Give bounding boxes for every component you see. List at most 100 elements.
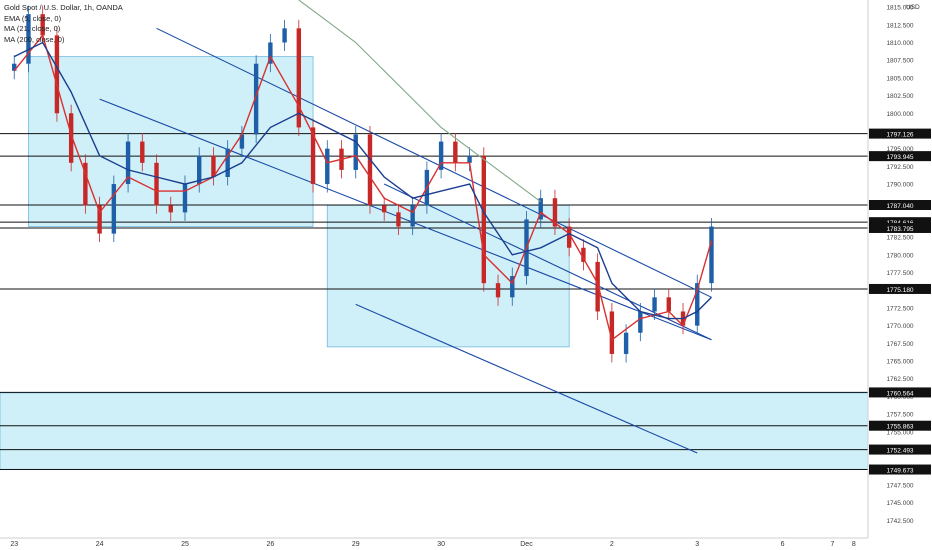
candle-body xyxy=(154,162,159,206)
candle-body xyxy=(638,311,643,333)
price-level-tag xyxy=(869,217,931,228)
price-level-tag-label: 1760.564 xyxy=(886,390,913,397)
candle-body xyxy=(666,297,671,312)
y-tick-label: 1772.500 xyxy=(886,305,913,312)
y-tick-label: 1805.000 xyxy=(886,75,913,82)
price-level-tag xyxy=(869,420,931,431)
candle-body xyxy=(111,184,117,234)
price-level-tag xyxy=(869,151,931,162)
y-tick-label: 1802.500 xyxy=(886,93,913,100)
candle-body xyxy=(495,283,501,298)
y-tick-label: 1765.000 xyxy=(886,359,913,366)
x-tick-label: 2 xyxy=(610,541,614,548)
y-tick-label: 1757.500 xyxy=(886,412,913,419)
price-level-tag xyxy=(869,444,931,455)
candle-body xyxy=(239,134,245,149)
price-level-tag-label: 1755.863 xyxy=(886,424,913,431)
candle-body xyxy=(552,198,558,227)
x-tick-label: 8 xyxy=(852,541,856,548)
x-tick-label: 29 xyxy=(352,541,360,548)
candle-body xyxy=(353,134,358,170)
candle-body xyxy=(381,205,387,213)
candle-body xyxy=(581,247,586,262)
candle-body xyxy=(410,205,415,227)
price-level-tag xyxy=(869,222,931,233)
candle-body xyxy=(709,226,714,284)
currency-label: USD xyxy=(906,4,920,11)
candle-body xyxy=(12,63,17,71)
y-tick-label: 1795.000 xyxy=(886,146,913,153)
candle-body xyxy=(68,113,74,163)
candle-body xyxy=(140,141,145,163)
ema-line xyxy=(13,33,713,341)
price-level-tag xyxy=(869,200,931,211)
zone-box xyxy=(0,392,869,470)
price-level-tag xyxy=(869,283,931,294)
legend: Gold Spot / U.S. Dollar, 1h, OANDA EMA (… xyxy=(4,3,123,45)
candle-body xyxy=(609,311,615,354)
candle-body xyxy=(695,283,700,326)
candle-body xyxy=(310,127,316,185)
candle-body xyxy=(623,332,629,354)
x-tick-label: 25 xyxy=(181,541,189,548)
candle-body xyxy=(538,198,543,220)
x-tick-label: 7 xyxy=(830,541,834,548)
y-tick-label: 1745.000 xyxy=(886,500,913,507)
y-tick-label: 1755.000 xyxy=(886,429,913,436)
candle-body xyxy=(83,162,88,206)
ma200-line xyxy=(298,0,542,203)
legend-ma200: MA (200, close, 0) xyxy=(4,34,65,44)
legend-ma21: MA (21, close, 0) xyxy=(4,24,61,33)
price-level-tag-label: 1783.795 xyxy=(886,226,913,233)
candle-body xyxy=(396,212,401,227)
candle-body xyxy=(125,141,131,185)
candle-body xyxy=(40,14,45,36)
price-level-tag xyxy=(869,128,931,139)
y-tick-label: 1790.000 xyxy=(886,182,913,189)
price-level-tag-label: 1793.945 xyxy=(886,154,913,161)
candle-body xyxy=(54,35,60,114)
x-tick-label: 26 xyxy=(266,541,274,548)
y-tick-label: 1742.500 xyxy=(886,518,913,525)
candle-body xyxy=(367,134,373,206)
channel-line xyxy=(99,98,712,341)
y-tick-label: 1782.500 xyxy=(886,235,913,242)
price-level-tag-label: 1775.180 xyxy=(886,287,913,294)
y-tick-label: 1777.500 xyxy=(886,270,913,277)
candle-body xyxy=(97,205,102,234)
y-tick-label: 1780.000 xyxy=(886,252,913,259)
candle-body xyxy=(182,184,188,213)
y-tick-label: 1770.000 xyxy=(886,323,913,330)
y-tick-label: 1807.500 xyxy=(886,58,913,65)
price-level-tag xyxy=(869,464,931,475)
candle-body xyxy=(211,155,216,177)
y-tick-label: 1792.500 xyxy=(886,164,913,171)
price-level-tag-label: 1797.126 xyxy=(886,132,913,139)
legend-title: Gold Spot / U.S. Dollar, 1h, OANDA xyxy=(4,3,123,12)
candle-body xyxy=(325,148,330,185)
zone-box xyxy=(326,204,570,348)
x-tick-label: 3 xyxy=(695,541,699,548)
y-tick-label: 1747.500 xyxy=(886,482,913,489)
candle-body xyxy=(438,141,444,170)
y-tick-label: 1767.500 xyxy=(886,341,913,348)
candle-body xyxy=(225,148,230,177)
price-level-tag-label: 1752.493 xyxy=(886,448,913,455)
candle-body xyxy=(168,205,173,213)
price-level-tag-label: 1749.673 xyxy=(886,468,913,475)
y-tick-label: 1812.500 xyxy=(886,22,913,29)
x-tick-label: 23 xyxy=(10,541,18,548)
ma21-line xyxy=(13,41,712,320)
candle-body xyxy=(652,297,657,312)
channel-line xyxy=(355,303,698,454)
candle-body xyxy=(296,28,302,128)
candle-body xyxy=(481,155,487,284)
y-tick-label: 1800.000 xyxy=(886,111,913,118)
y-tick-label: 1810.000 xyxy=(886,40,913,47)
legend-ema: EMA (5, close, 0) xyxy=(4,13,62,23)
candle-body xyxy=(26,14,31,64)
x-tick-label: Dec xyxy=(520,541,533,548)
candle-body xyxy=(510,276,515,298)
